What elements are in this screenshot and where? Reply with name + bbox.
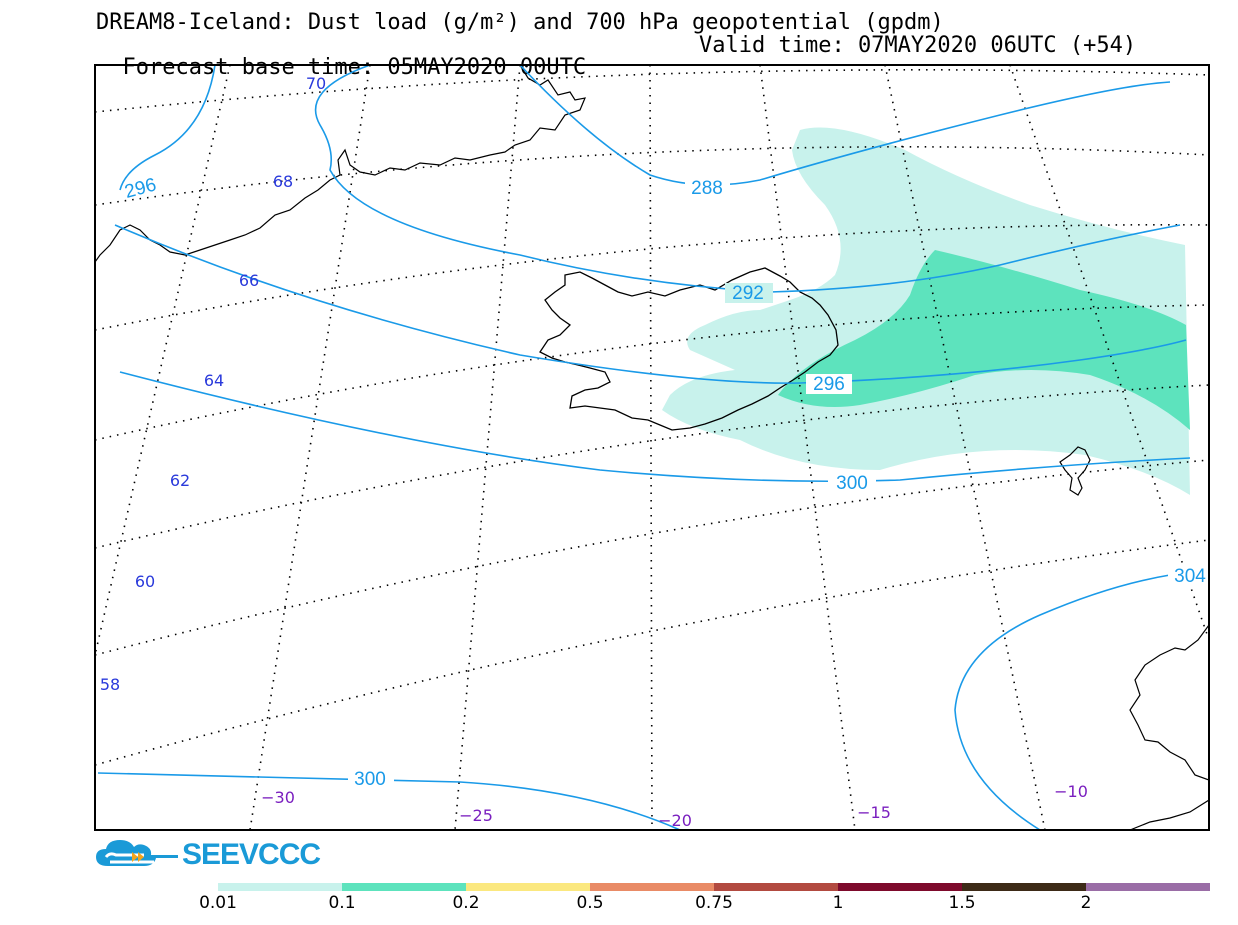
latitude-label: 62 (170, 471, 190, 490)
latitude-label: 66 (239, 271, 259, 290)
latitude-label: 58 (100, 675, 120, 694)
latitude-label: 64 (204, 371, 224, 390)
colorbar-segment (466, 883, 590, 891)
contour-label: 288 (691, 178, 723, 199)
colorbar-segment (1086, 883, 1210, 891)
geopotential-contours (97, 65, 1191, 830)
latitude-label: 70 (306, 74, 326, 93)
time-info: Forecast base time: 05MAY2020 00UTC Vali… (96, 35, 1137, 101)
dust-region-medium (778, 250, 1190, 430)
colorbar-label: 1.5 (948, 893, 976, 913)
colorbar-label: 0.2 (452, 893, 480, 913)
colorbar-segment (838, 883, 962, 891)
iceland-coastline (539, 267, 839, 431)
greenland-coastline (95, 65, 586, 263)
colorbar-label: 0.01 (199, 893, 237, 913)
longitude-label: −20 (658, 811, 692, 830)
colorbar-segment (714, 883, 838, 891)
contour-label: 300 (836, 473, 868, 494)
graticule-meridians (95, 65, 1209, 830)
colorbar-segment (218, 883, 342, 891)
longitude-label-group: −30 −25 −20 −15 −10 (261, 782, 1088, 830)
longitude-label: −10 (1054, 782, 1088, 801)
map-frame (94, 64, 1210, 831)
contour-label: 304 (1174, 566, 1206, 587)
colorbar-segment (962, 883, 1086, 891)
latitude-label: 68 (273, 172, 293, 191)
longitude-label: −25 (459, 806, 493, 825)
colorbar-label: 1 (832, 893, 844, 913)
colorbar-segment (342, 883, 466, 891)
dust-load-colorbar (218, 883, 1210, 891)
valid-time: Valid time: 07MAY2020 06UTC (+54) (699, 33, 1137, 58)
forecast-base-time: Forecast base time: 05MAY2020 00UTC (122, 55, 587, 80)
faroe-islands (1059, 446, 1091, 496)
colorbar-segment (590, 883, 714, 891)
seevccc-cloud-icon (96, 840, 178, 866)
scotland-coastline (1129, 624, 1209, 781)
colorbar-label: 0.75 (695, 893, 733, 913)
contour-label-group: 296 288 292 296 300 304 300 (123, 174, 1212, 790)
colorbar-label: 0.5 (576, 893, 604, 913)
seevccc-logo-text: SEEVCCC (182, 838, 321, 871)
contour-label: 296 (123, 174, 159, 202)
contour-label: 300 (354, 769, 386, 790)
contour-label: 292 (732, 283, 764, 304)
scotland-south-coastline (1129, 799, 1209, 830)
latitude-label: 60 (135, 572, 155, 591)
colorbar-label: 2 (1080, 893, 1092, 913)
longitude-label: −30 (261, 788, 295, 807)
map-title: DREAM8-Iceland: Dust load (g/m²) and 700… (96, 10, 944, 35)
contour-label: 296 (813, 374, 845, 395)
longitude-label: −15 (857, 803, 891, 822)
graticule-parallels (95, 69, 1209, 766)
latitude-label-group: 70 68 66 64 62 60 58 (100, 74, 326, 694)
colorbar-label: 0.1 (328, 893, 356, 913)
